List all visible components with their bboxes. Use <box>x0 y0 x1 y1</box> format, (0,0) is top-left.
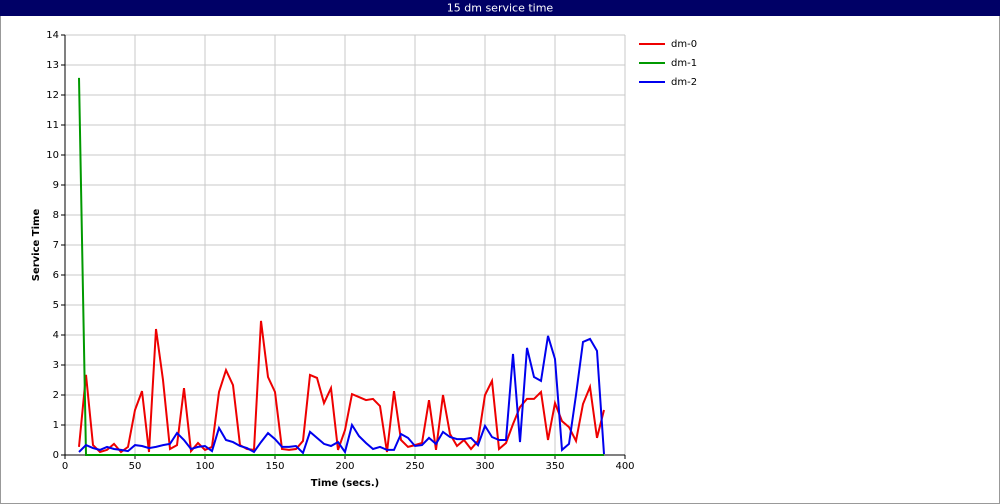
x-tick-label: 300 <box>475 461 494 472</box>
x-tick-label: 50 <box>129 461 142 472</box>
y-tick-label: 9 <box>53 180 59 191</box>
x-tick-label: 0 <box>62 461 68 472</box>
y-tick-label: 11 <box>46 120 59 131</box>
legend-label: dm-1 <box>671 58 697 69</box>
y-tick-label: 10 <box>46 150 59 161</box>
title-bar <box>0 0 1000 16</box>
chart-title: 15 dm service time <box>447 2 554 15</box>
legend-label: dm-0 <box>671 39 697 50</box>
series-line <box>78 335 605 455</box>
y-tick-label: 6 <box>53 270 59 281</box>
x-axis-label: Time (secs.) <box>311 478 380 489</box>
y-tick-label: 12 <box>46 90 59 101</box>
y-tick-label: 1 <box>53 420 59 431</box>
series-line <box>78 320 605 454</box>
legend-label: dm-2 <box>671 77 697 88</box>
y-axis-label: Service Time <box>31 209 42 282</box>
y-tick-label: 8 <box>53 210 59 221</box>
y-tick-label: 5 <box>53 300 59 311</box>
y-tick-label: 0 <box>53 450 59 461</box>
x-tick-label: 400 <box>615 461 634 472</box>
y-tick-label: 2 <box>53 390 59 401</box>
x-tick-label: 350 <box>545 461 564 472</box>
y-tick-label: 4 <box>53 330 59 341</box>
x-tick-label: 200 <box>335 461 354 472</box>
y-tick-label: 3 <box>53 360 59 371</box>
y-tick-label: 13 <box>46 60 59 71</box>
x-tick-label: 150 <box>265 461 284 472</box>
y-tick-label: 7 <box>53 240 59 251</box>
x-tick-label: 100 <box>195 461 214 472</box>
x-tick-label: 250 <box>405 461 424 472</box>
y-tick-label: 14 <box>46 30 59 41</box>
series-line <box>78 77 604 456</box>
